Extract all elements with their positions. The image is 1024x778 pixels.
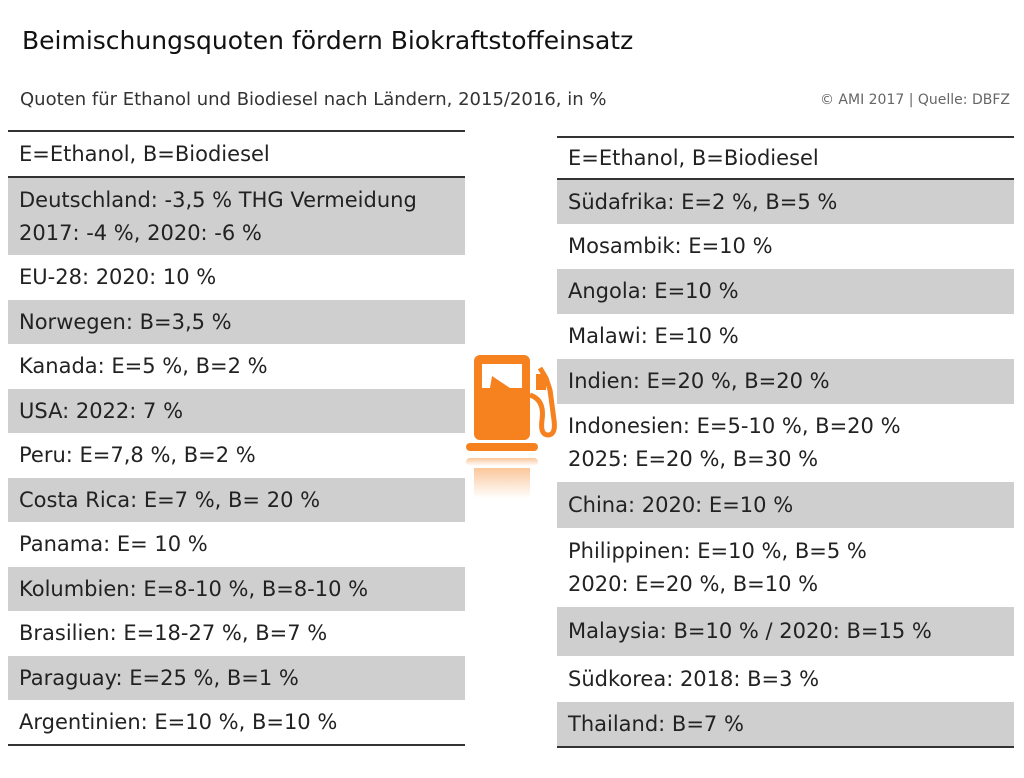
table-row: Panama: E= 10 % bbox=[8, 522, 465, 567]
table-row: Indien: E=20 %, B=20 % bbox=[557, 359, 1014, 404]
row-text: Brasilien: E=18-27 %, B=7 % bbox=[19, 621, 328, 645]
row-text: Malawi: E=10 % bbox=[568, 324, 739, 348]
right-quota-table: E=Ethanol, B=Biodiesel Südafrika: E=2 %,… bbox=[557, 136, 1014, 748]
left-quota-table: E=Ethanol, B=Biodiesel Deutschland: -3,5… bbox=[8, 130, 465, 746]
table-row: China: 2020: E=10 % bbox=[557, 482, 1014, 528]
table-row: Philippinen: E=10 %, B=5 % 2020: E=20 %, … bbox=[557, 528, 1014, 607]
fuel-pump-icon bbox=[466, 355, 557, 498]
row-text: China: 2020: E=10 % bbox=[568, 492, 794, 517]
row-text: Paraguay: E=25 %, B=1 % bbox=[19, 665, 299, 690]
table-row: Kanada: E=5 %, B=2 % bbox=[8, 344, 465, 389]
row-text: 2017: -4 %, 2020: -6 % bbox=[19, 220, 262, 245]
row-text: Kolumbien: E=8-10 %, B=8-10 % bbox=[19, 576, 369, 601]
table-header: E=Ethanol, B=Biodiesel bbox=[8, 132, 465, 178]
table-row: Deutschland: -3,5 % THG Vermeidung 2017: … bbox=[8, 178, 465, 255]
row-text: Indonesien: E=5-10 %, B=20 % bbox=[568, 414, 901, 438]
table-row: Costa Rica: E=7 %, B= 20 % bbox=[8, 478, 465, 522]
table-row: Thailand: B=7 % bbox=[557, 702, 1014, 746]
row-text: Peru: E=7,8 %, B=2 % bbox=[19, 443, 256, 467]
table-row: Mosambik: E=10 % bbox=[557, 224, 1014, 269]
table-row: Indonesien: E=5-10 %, B=20 % 2025: E=20 %… bbox=[557, 404, 1014, 482]
table-row: Peru: E=7,8 %, B=2 % bbox=[8, 433, 465, 478]
row-text: Südafrika: E=2 %, B=5 % bbox=[568, 189, 838, 214]
table-row: Angola: E=10 % bbox=[557, 269, 1014, 314]
table-row: Südkorea: 2018: B=3 % bbox=[557, 656, 1014, 702]
source-credit: © AMI 2017 | Quelle: DBFZ bbox=[819, 92, 1010, 108]
row-text: Thailand: B=7 % bbox=[568, 711, 744, 736]
row-text: Südkorea: 2018: B=3 % bbox=[568, 666, 820, 691]
table-row: Norwegen: B=3,5 % bbox=[8, 300, 465, 344]
table-row: Brasilien: E=18-27 %, B=7 % bbox=[8, 611, 465, 656]
table-row: Argentinien: E=10 %, B=10 % bbox=[8, 700, 465, 744]
row-text: Mosambik: E=10 % bbox=[568, 234, 773, 258]
row-text: Indien: E=20 %, B=20 % bbox=[568, 369, 830, 393]
table-row: Paraguay: E=25 %, B=1 % bbox=[8, 656, 465, 700]
table-row: USA: 2022: 7 % bbox=[8, 389, 465, 433]
subtitle: Quoten für Ethanol und Biodiesel nach Lä… bbox=[20, 89, 607, 110]
row-text: Malaysia: B=10 % / 2020: B=15 % bbox=[568, 619, 932, 643]
table-row: Südafrika: E=2 %, B=5 % bbox=[557, 180, 1014, 224]
page-title: Beimischungsquoten fördern Biokraftstoff… bbox=[22, 26, 634, 55]
table-row: Malaysia: B=10 % / 2020: B=15 % bbox=[557, 607, 1014, 656]
table-row: Malawi: E=10 % bbox=[557, 314, 1014, 359]
table-row: Kolumbien: E=8-10 %, B=8-10 % bbox=[8, 567, 465, 611]
row-text: EU-28: 2020: 10 % bbox=[19, 265, 217, 289]
row-text: 2020: E=20 %, B=10 % bbox=[568, 571, 819, 596]
row-text: Argentinien: E=10 %, B=10 % bbox=[19, 709, 338, 734]
table-header: E=Ethanol, B=Biodiesel bbox=[557, 138, 1014, 180]
row-text: Kanada: E=5 %, B=2 % bbox=[19, 354, 268, 378]
row-text: Deutschland: -3,5 % THG Vermeidung bbox=[19, 187, 417, 212]
table-row: EU-28: 2020: 10 % bbox=[8, 255, 465, 300]
row-text: Norwegen: B=3,5 % bbox=[19, 309, 232, 334]
row-text: 2025: E=20 %, B=30 % bbox=[568, 447, 819, 471]
row-text: Costa Rica: E=7 %, B= 20 % bbox=[19, 487, 321, 512]
row-text: Philippinen: E=10 %, B=5 % bbox=[568, 538, 867, 563]
row-text: Angola: E=10 % bbox=[568, 279, 739, 303]
row-text: Panama: E= 10 % bbox=[19, 532, 208, 556]
row-text: USA: 2022: 7 % bbox=[19, 398, 184, 423]
